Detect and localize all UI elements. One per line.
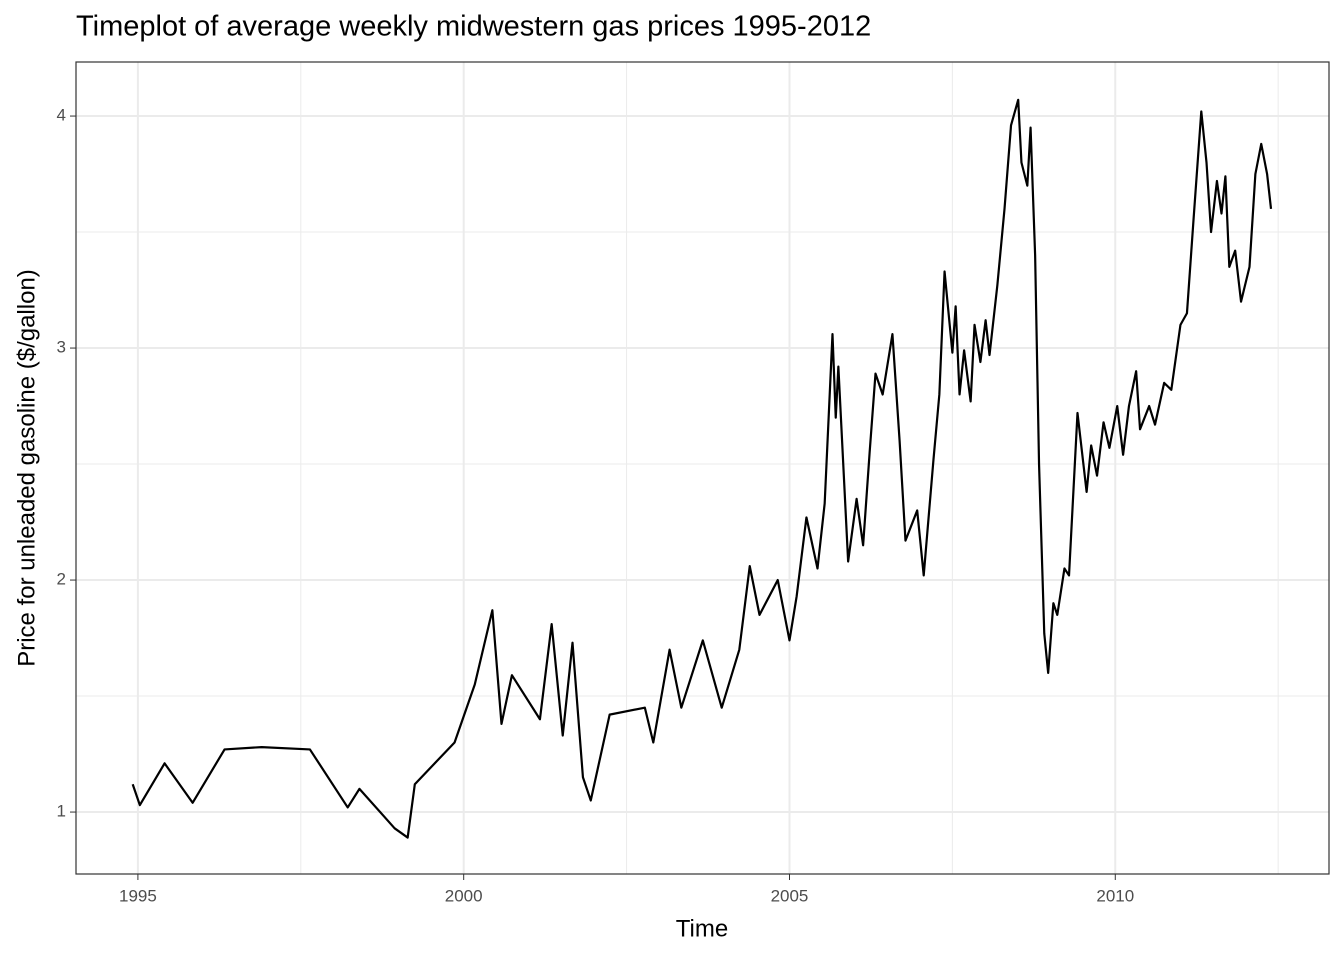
y-tick-label: 1 (57, 802, 66, 821)
y-tick-label: 2 (57, 570, 66, 589)
y-tick-label: 4 (57, 106, 66, 125)
x-tick-label: 1995 (119, 886, 157, 905)
y-axis-title: Price for unleaded gasoline ($/gallon) (13, 269, 40, 667)
y-tick-label: 3 (57, 338, 66, 357)
x-tick-label: 2010 (1096, 886, 1134, 905)
chart-title: Timeplot of average weekly midwestern ga… (76, 11, 871, 43)
x-axis-title: Time (676, 915, 728, 942)
x-tick-label: 2000 (445, 886, 483, 905)
price-line (131, 98, 1273, 839)
panel-border (75, 61, 1330, 875)
x-tick-label: 2005 (771, 886, 809, 905)
